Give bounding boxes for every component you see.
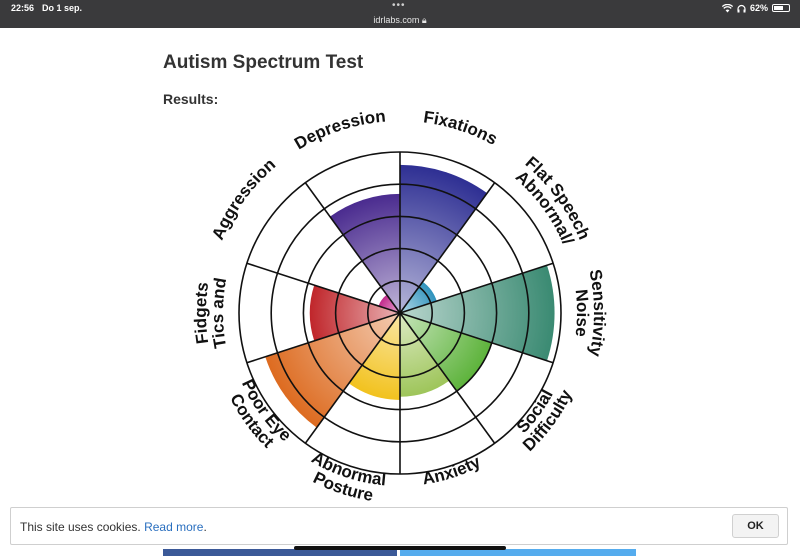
label-depression: Depression <box>291 107 386 154</box>
label-tics-and-fidgets: Tics and <box>208 276 230 349</box>
sector-noise-sensitivity <box>400 265 555 361</box>
wifi-icon <box>721 3 733 12</box>
clock: 22:56 <box>11 3 35 13</box>
grid-spoke <box>399 182 496 314</box>
label-fixations: Fixations <box>422 107 500 148</box>
lock-icon: 🔒︎ <box>421 15 427 25</box>
facebook-share-button[interactable] <box>163 549 397 556</box>
cookie-message: This site uses cookies. Read more. <box>20 520 207 534</box>
grid-spoke <box>304 182 401 314</box>
sector-poor-eye-contact <box>265 313 400 428</box>
cookie-text: This site uses cookies. <box>20 520 145 534</box>
address-bar[interactable]: idrlabs.com 🔒︎ <box>0 15 800 26</box>
date: Do 1 sep. <box>42 3 83 13</box>
sector-depression <box>329 193 400 313</box>
cookie-period: . <box>203 520 207 534</box>
sector-aggression-inner <box>378 294 400 313</box>
label-anxiety: Anxiety <box>421 452 484 489</box>
sector-abnormal-flat-speech <box>400 281 437 313</box>
sector-social-difficulty <box>400 313 492 392</box>
grid-spoke <box>399 262 554 314</box>
label-tics-and-fidgets: Fidgets <box>191 281 212 345</box>
battery-icon <box>772 4 790 12</box>
url-text: idrlabs.com <box>373 15 420 25</box>
more-dots-icon[interactable]: ••• <box>392 0 406 11</box>
label-noise-sensitivity: Sensitivity <box>585 268 609 359</box>
label-aggression: Aggression <box>208 155 279 243</box>
status-bar: 22:56 Do 1 sep. ••• idrlabs.com 🔒︎ 62% <box>0 0 800 28</box>
grid-spoke <box>399 312 496 444</box>
twitter-share-button[interactable] <box>400 549 636 556</box>
grid-spoke <box>304 312 401 444</box>
battery-percent: 62% <box>749 3 768 13</box>
grid-spoke <box>246 312 401 364</box>
grid-spoke <box>399 312 554 364</box>
sector-tics-and-fidgets <box>309 285 400 341</box>
label-noise-sensitivity: Noise <box>572 288 593 337</box>
headphones-icon <box>737 4 746 12</box>
grid-spoke <box>246 262 401 314</box>
results-label: Results: <box>163 91 219 107</box>
read-more-link[interactable]: Read more <box>144 520 204 534</box>
status-icons: 62% <box>721 3 790 13</box>
cookie-banner: This site uses cookies. Read more. OK <box>10 507 788 545</box>
page-title: Autism Spectrum Test <box>163 52 364 73</box>
sector-abnormal-posture-inner <box>348 313 400 400</box>
cookie-ok-button[interactable]: OK <box>732 514 779 538</box>
home-indicator <box>294 546 506 550</box>
